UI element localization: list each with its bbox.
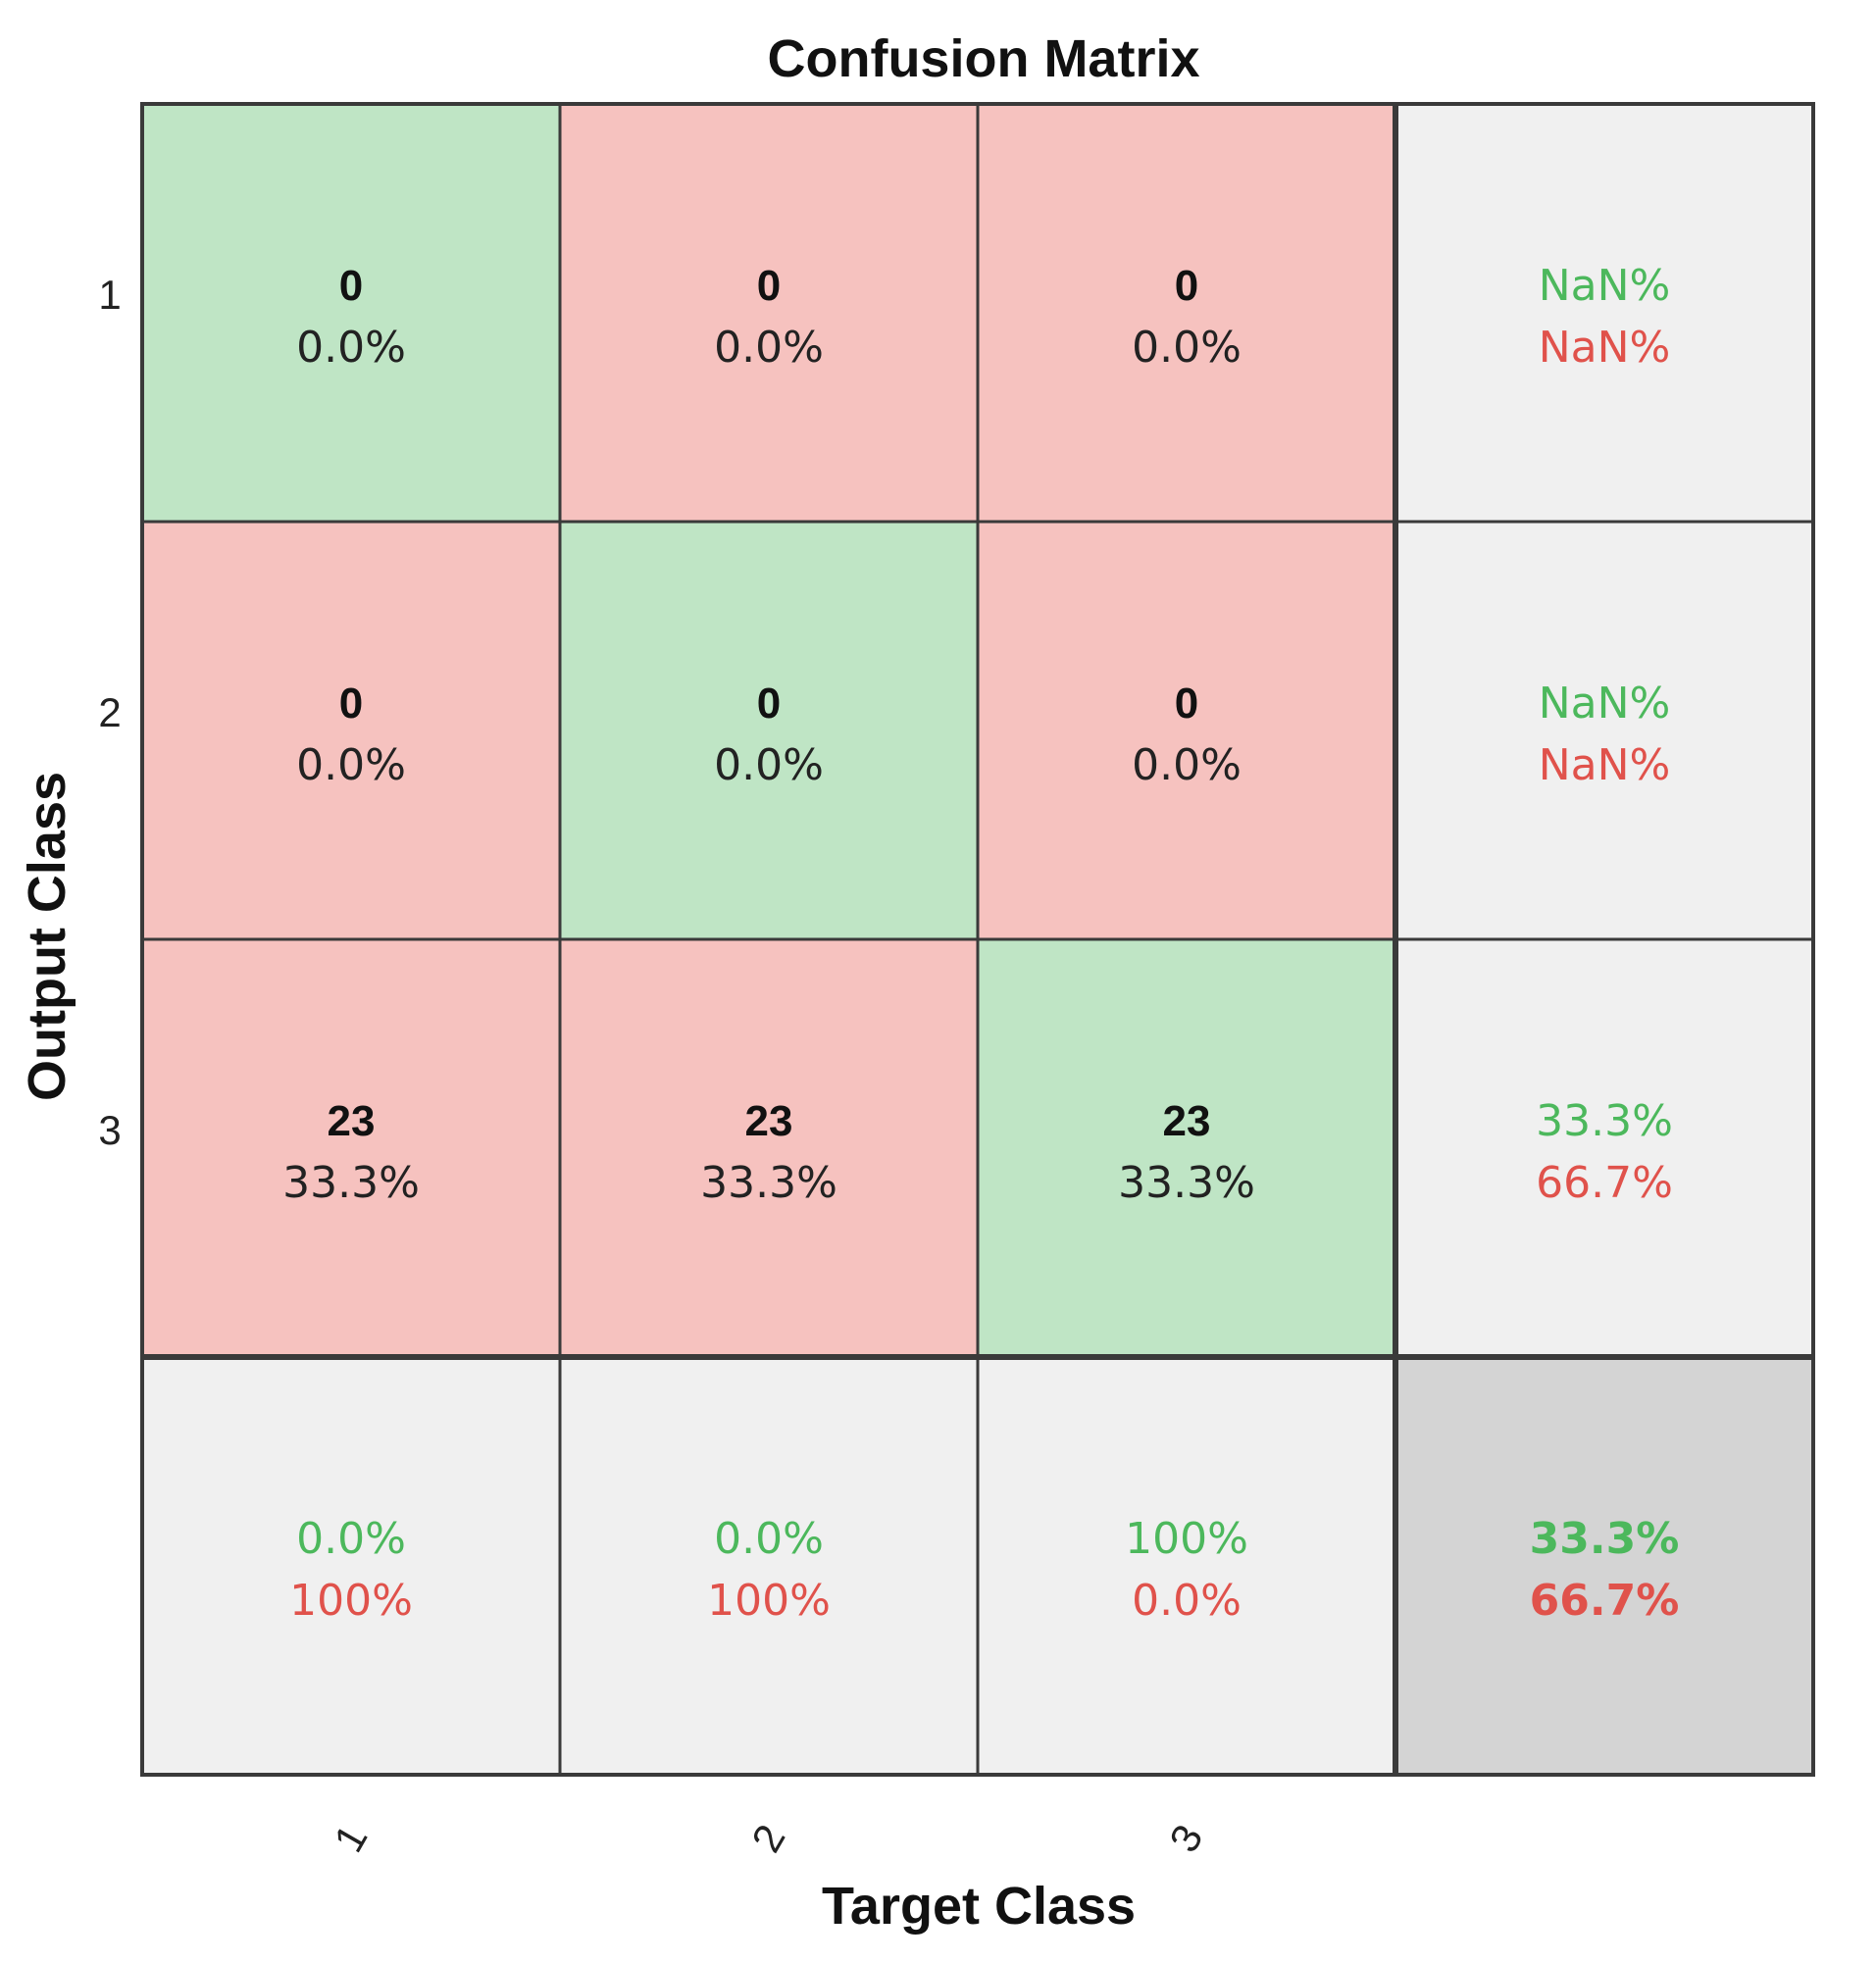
- cell-background: [1394, 937, 1815, 1359]
- x-axis-label: Target Class: [822, 1877, 1136, 1936]
- cell-count: 0: [339, 679, 363, 728]
- cell-percent: 0.0%: [1132, 323, 1242, 373]
- y-tick-label: 2: [98, 689, 121, 735]
- cell-background: [558, 1355, 980, 1777]
- x-tick-label: 1: [325, 1817, 376, 1860]
- column-summary-incorrect: 100%: [707, 1576, 831, 1626]
- cell-background: [558, 520, 980, 941]
- matrix-cell: 23 33.3%: [976, 937, 1397, 1359]
- matrix-border: [140, 102, 1815, 1777]
- column-summary-incorrect: 0.0%: [1132, 1576, 1242, 1626]
- matrix-cell: 0.0% 100%: [558, 1355, 980, 1777]
- cell-percent: 0.0%: [714, 740, 824, 790]
- cell-percent: 0.0%: [296, 740, 406, 790]
- cell-count: 0: [757, 262, 781, 310]
- matrix-cell: 0 0.0%: [976, 520, 1397, 941]
- column-summary-incorrect: 100%: [289, 1576, 413, 1626]
- matrix-cell: 0 0.0%: [558, 102, 980, 524]
- column-summary-correct: 0.0%: [296, 1514, 406, 1564]
- cell-percent: 33.3%: [1118, 1158, 1255, 1208]
- matrix-cell: 0 0.0%: [140, 102, 562, 524]
- cell-background: [140, 520, 562, 941]
- cell-background: [558, 102, 980, 524]
- matrix-cell: 23 33.3%: [558, 937, 980, 1359]
- y-tick-label: 1: [98, 272, 121, 318]
- cell-count: 0: [339, 262, 363, 310]
- cell-background: [558, 937, 980, 1359]
- cell-background: [140, 1355, 562, 1777]
- cell-count: 23: [745, 1097, 793, 1145]
- cell-percent: 0.0%: [1132, 740, 1242, 790]
- row-summary-correct: NaN%: [1539, 679, 1671, 729]
- matrix-cell: 33.3% 66.7%: [1394, 937, 1815, 1359]
- cell-background: [976, 520, 1397, 941]
- row-summary-incorrect: NaN%: [1539, 323, 1671, 373]
- y-axis-label: Output Class: [18, 772, 76, 1101]
- matrix-cell: 0 0.0%: [558, 520, 980, 941]
- y-axis-ticks: 1 2 3: [98, 272, 121, 1153]
- overall-correct: 33.3%: [1530, 1514, 1680, 1564]
- matrix-cell: 0.0% 100%: [140, 1355, 562, 1777]
- cell-count: 0: [757, 679, 781, 728]
- cell-background: [976, 937, 1397, 1359]
- cell-count: 0: [1175, 679, 1198, 728]
- cell-percent: 0.0%: [296, 323, 406, 373]
- x-axis-ticks: 1 2 3: [325, 1817, 1211, 1860]
- cell-percent: 0.0%: [714, 323, 824, 373]
- matrix-cell: NaN% NaN%: [1394, 102, 1815, 524]
- cell-background: [976, 1355, 1397, 1777]
- overall-incorrect: 66.7%: [1530, 1576, 1680, 1626]
- matrix-cell: 0 0.0%: [140, 520, 562, 941]
- y-tick-label: 3: [98, 1107, 121, 1153]
- cell-background: [140, 102, 562, 524]
- cell-count: 23: [1163, 1097, 1211, 1145]
- cell-background: [976, 102, 1397, 524]
- column-summary-correct: 100%: [1125, 1514, 1248, 1564]
- x-tick-label: 3: [1160, 1817, 1211, 1860]
- cell-background: [1394, 1355, 1815, 1777]
- matrix-grid: 0 0.0% 0 0.0% 0 0.0% NaN% NaN% 0 0.0% 0 0.0% 0 0.0% Na…: [140, 102, 1815, 1777]
- cell-background: [140, 937, 562, 1359]
- matrix-cell: 100% 0.0%: [976, 1355, 1397, 1777]
- row-summary-correct: NaN%: [1539, 261, 1671, 311]
- row-summary-correct: 33.3%: [1536, 1096, 1673, 1146]
- column-summary-correct: 0.0%: [714, 1514, 824, 1564]
- matrix-cell: NaN% NaN%: [1394, 520, 1815, 941]
- matrix-cell: 23 33.3%: [140, 937, 562, 1359]
- row-summary-incorrect: NaN%: [1539, 740, 1671, 790]
- matrix-cell: 0 0.0%: [976, 102, 1397, 524]
- matrix-cell: 33.3% 66.7%: [1394, 1355, 1815, 1777]
- x-tick-label: 2: [742, 1817, 793, 1860]
- cell-percent: 33.3%: [700, 1158, 837, 1208]
- cell-background: [1394, 520, 1815, 941]
- row-summary-incorrect: 66.7%: [1536, 1158, 1673, 1208]
- cell-background: [1394, 102, 1815, 524]
- cell-count: 23: [328, 1097, 376, 1145]
- chart-title: Confusion Matrix: [768, 29, 1200, 88]
- cell-count: 0: [1175, 262, 1198, 310]
- cell-percent: 33.3%: [282, 1158, 420, 1208]
